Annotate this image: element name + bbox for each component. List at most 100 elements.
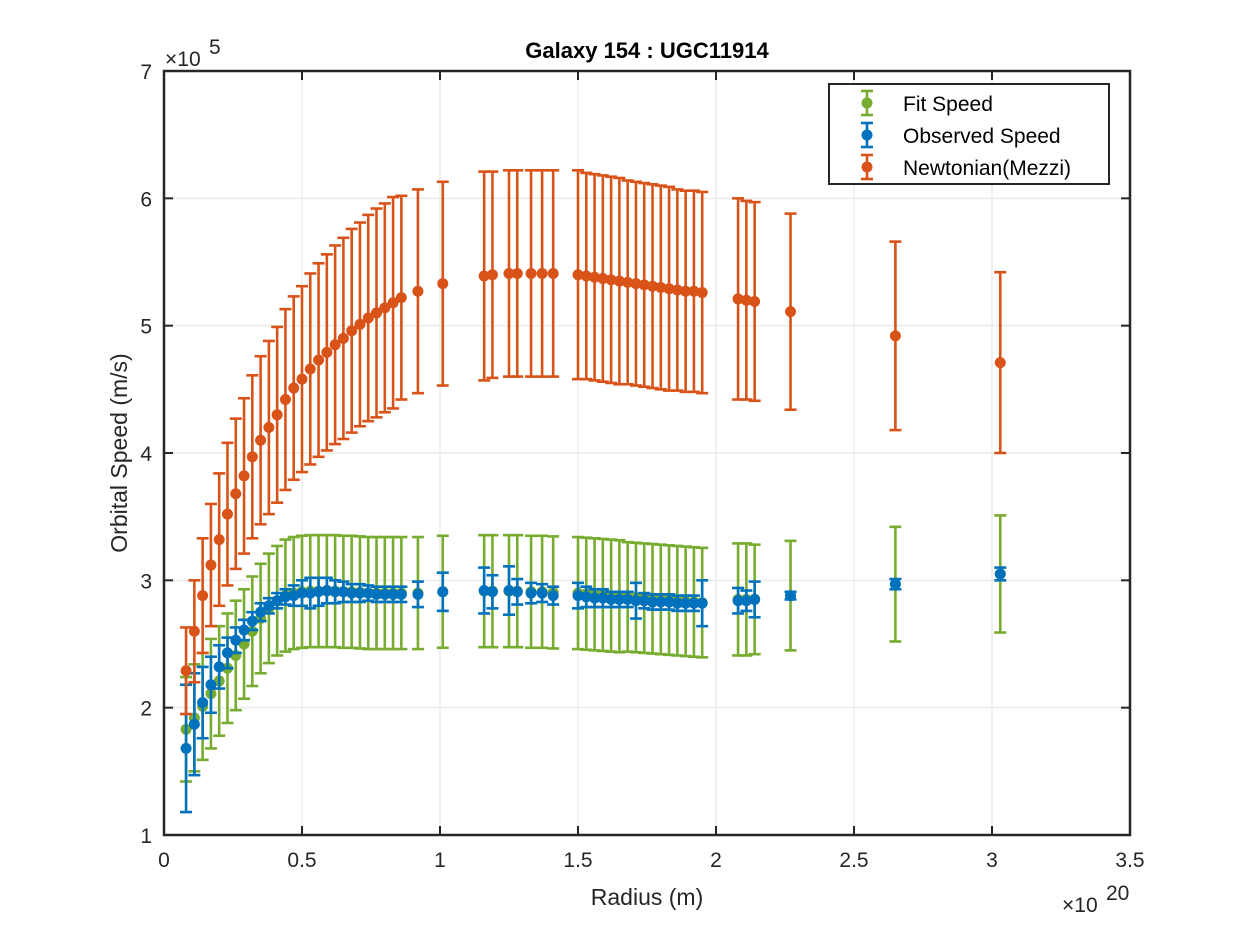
data-point: [688, 597, 700, 609]
data-point: [288, 590, 300, 602]
legend-item: Observed Speed: [861, 121, 1061, 149]
data-point: [188, 625, 200, 637]
data-point: [188, 718, 200, 730]
ticks: 0 0.5 1 1.5 2 2.5 3 3.5 1 2 3 4 5 6 7: [140, 61, 1144, 872]
data-point: [221, 508, 233, 520]
data-point: [680, 285, 692, 297]
data-point: [663, 283, 675, 295]
data-point: [525, 587, 537, 599]
data-point: [994, 568, 1006, 580]
data-point: [732, 293, 744, 305]
data-point: [362, 587, 374, 599]
data-point: [547, 590, 559, 602]
data-point: [749, 295, 761, 307]
data-point: [371, 307, 383, 319]
data-point: [395, 588, 407, 600]
data-point: [630, 278, 642, 290]
data-point: [478, 585, 490, 597]
data-point: [180, 665, 192, 677]
y-tick-label: 1: [140, 825, 152, 848]
y-tick-label: 4: [140, 443, 152, 466]
y-tick-label: 3: [140, 570, 152, 593]
x-tick-label: 3: [986, 849, 998, 872]
legend-label: Newtonian(Mezzi): [903, 157, 1071, 180]
data-point: [255, 606, 267, 618]
data-point: [230, 488, 242, 500]
data-point: [622, 593, 634, 605]
data-point: [246, 615, 258, 627]
data-point: [337, 586, 349, 598]
data-point: [412, 285, 424, 297]
y-tick-label: 7: [140, 61, 152, 84]
legend-marker-dot: [861, 97, 873, 109]
series-layer: [180, 169, 1007, 814]
data-point: [288, 382, 300, 394]
data-point: [580, 591, 592, 603]
data-point: [536, 587, 548, 599]
data-point: [387, 588, 399, 600]
legend-items: Fit Speed Observed Speed Newtonian(Mezzi): [861, 89, 1071, 181]
data-point: [205, 559, 217, 571]
data-point: [994, 357, 1006, 369]
x-axis-label: Radius (m): [591, 884, 703, 910]
data-point: [296, 587, 308, 599]
data-point: [354, 318, 366, 330]
data-point: [511, 586, 523, 598]
legend-item: Newtonian(Mezzi): [861, 153, 1071, 181]
data-point: [313, 586, 325, 598]
data-point: [536, 267, 548, 279]
data-point: [321, 346, 333, 358]
data-point: [437, 586, 449, 598]
x-tick-label: 3.5: [1115, 849, 1144, 872]
data-point: [597, 592, 609, 604]
data-point: [346, 325, 358, 337]
x-exponent-power: 20: [1106, 882, 1129, 905]
y-tick-label: 6: [140, 188, 152, 211]
data-point: [304, 363, 316, 375]
data-point: [263, 422, 275, 434]
series-observed-speed: [180, 565, 1007, 814]
data-point: [379, 588, 391, 600]
legend: Fit Speed Observed Speed Newtonian(Mezzi): [828, 83, 1110, 185]
data-point: [580, 270, 592, 282]
data-point: [655, 596, 667, 608]
data-point: [304, 587, 316, 599]
data-point: [503, 585, 515, 597]
data-point: [197, 590, 209, 602]
data-point: [605, 274, 617, 286]
data-point: [696, 597, 708, 609]
data-point: [732, 595, 744, 607]
x-tick-label: 0.5: [287, 849, 316, 872]
data-point: [230, 634, 242, 646]
data-point: [329, 339, 341, 351]
x-tick-label: 1.5: [563, 849, 592, 872]
data-point: [671, 284, 683, 296]
legend-label: Fit Speed: [903, 93, 993, 116]
data-point: [371, 588, 383, 600]
y-tick-label: 2: [140, 698, 152, 721]
data-point: [395, 292, 407, 304]
y-axis-label: Orbital Speed (m/s): [106, 353, 132, 552]
x-tick-label: 0: [158, 849, 170, 872]
data-point: [296, 373, 308, 385]
data-point: [638, 279, 650, 291]
x-exponent: ×10 20: [1062, 882, 1129, 917]
data-point: [589, 592, 601, 604]
data-point: [213, 534, 225, 546]
chart-title: Galaxy 154 : UGC11914: [525, 38, 769, 63]
data-point: [329, 586, 341, 598]
data-point: [437, 278, 449, 290]
data-point: [387, 297, 399, 309]
series-newtonian-mezzi-: [180, 169, 1007, 716]
data-point: [197, 697, 209, 709]
data-point: [346, 587, 358, 599]
y-exponent-power: 5: [209, 36, 221, 59]
legend-item: Fit Speed: [861, 89, 993, 117]
data-point: [572, 590, 584, 602]
data-point: [696, 287, 708, 299]
y-tick-label: 5: [140, 316, 152, 339]
data-point: [889, 578, 901, 590]
data-point: [622, 276, 634, 288]
data-point: [271, 409, 283, 421]
